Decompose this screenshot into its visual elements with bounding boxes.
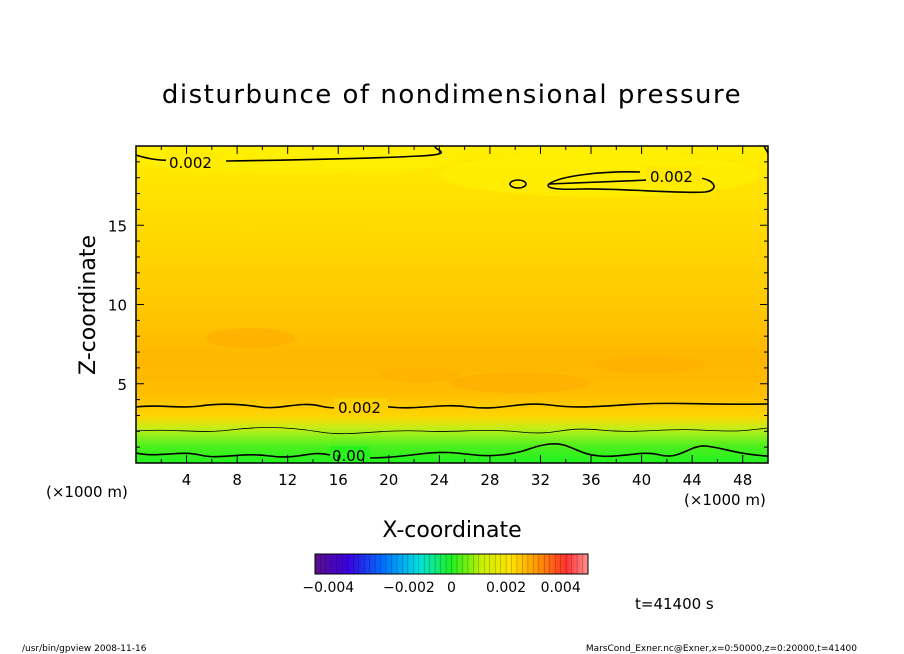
y-axis-label: Z-coordinate bbox=[76, 235, 101, 375]
contour-line bbox=[136, 443, 768, 460]
heatmap-field: 0.002 0.002 0.002 0.00 bbox=[136, 146, 768, 465]
x-tick-label: 24 bbox=[430, 471, 449, 489]
field-blob bbox=[380, 367, 460, 383]
x-unit-right: (×1000 m) bbox=[684, 491, 766, 509]
x-tick-label: 32 bbox=[531, 471, 550, 489]
x-axis-label: X-coordinate bbox=[382, 518, 521, 543]
y-tick-label: 15 bbox=[108, 217, 127, 235]
x-axis: 4 8 12 16 20 24 28 32 36 40 44 48 bbox=[160, 146, 752, 489]
contour-label: 0.002 bbox=[169, 154, 212, 172]
time-label: t=41400 s bbox=[635, 595, 714, 613]
contour-label-bg bbox=[646, 166, 702, 184]
colorbar-tick-label: 0.004 bbox=[541, 580, 581, 596]
contour-label-bg bbox=[166, 152, 224, 170]
x-tick-label: 4 bbox=[182, 471, 192, 489]
footer-left: /usr/bin/gpview 2008-11-16 bbox=[22, 644, 147, 654]
x-tick-label: 48 bbox=[733, 471, 752, 489]
contour-line bbox=[547, 171, 715, 194]
x-tick-label: 28 bbox=[480, 471, 499, 489]
contour-label-bg bbox=[334, 398, 388, 415]
x-tick-label: 20 bbox=[379, 471, 398, 489]
field-blob bbox=[205, 328, 295, 348]
field-blob bbox=[440, 153, 760, 197]
x-tick-label: 40 bbox=[632, 471, 651, 489]
colorbar-tick-label: 0 bbox=[447, 580, 456, 596]
x-tick-label: 8 bbox=[232, 471, 242, 489]
contour-line bbox=[509, 179, 527, 189]
y-axis: 5 10 15 bbox=[108, 161, 768, 448]
contour-line bbox=[136, 427, 768, 435]
colorbar-tick-label: −0.002 bbox=[383, 580, 435, 596]
colorbar-tick-label: −0.004 bbox=[302, 580, 354, 596]
footer-right: MarsCond_Exner.nc@Exner,x=0:50000,z=0:20… bbox=[586, 644, 857, 654]
contour-line bbox=[136, 402, 768, 409]
contour-label: 0.002 bbox=[338, 399, 381, 417]
chart-title: disturbunce of nondimensional pressure bbox=[162, 80, 742, 110]
colorbar-ticks: −0.004 −0.002 0 0.002 0.004 bbox=[302, 554, 589, 596]
y-tick-label: 5 bbox=[117, 376, 127, 394]
x-tick-label: 36 bbox=[581, 471, 600, 489]
contour-label: 0.002 bbox=[650, 168, 693, 186]
field-background bbox=[136, 146, 768, 463]
x-tick-label: 44 bbox=[683, 471, 702, 489]
contour-label-bg bbox=[330, 446, 370, 462]
field-blob bbox=[595, 356, 705, 374]
contour-label: 0.00 bbox=[332, 447, 365, 465]
x-unit-left: (×1000 m) bbox=[46, 483, 128, 501]
colorbar-tick-label: 0.002 bbox=[486, 580, 526, 596]
x-tick-label: 16 bbox=[329, 471, 348, 489]
field-blob bbox=[450, 373, 590, 393]
y-tick-label: 10 bbox=[108, 297, 127, 315]
x-tick-label: 12 bbox=[278, 471, 297, 489]
